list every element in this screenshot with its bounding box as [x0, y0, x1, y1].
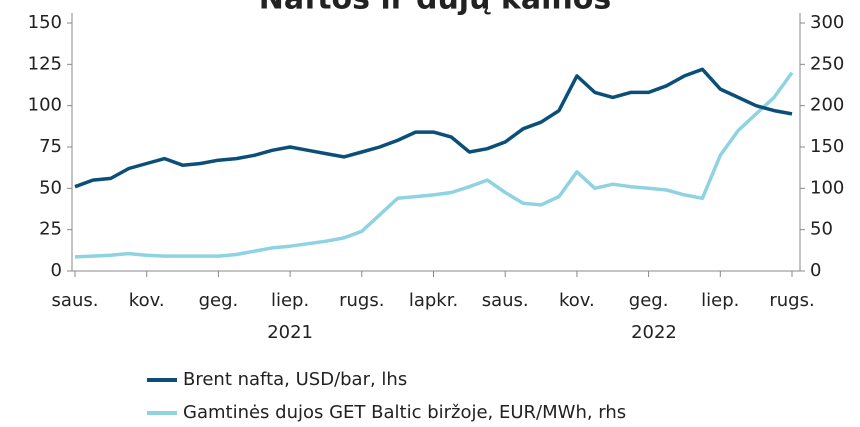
y-tick-label: 50: [39, 177, 62, 198]
y-tick-label: 0: [51, 260, 62, 281]
chart-title: Naftos ir dujų kainos: [259, 0, 611, 17]
year-label: 2022: [631, 322, 677, 343]
y-tick-label: 100: [28, 95, 62, 116]
y2-tick-label: 300: [810, 12, 844, 33]
y2-tick-label: 50: [810, 219, 833, 240]
x-tick-label: kov.: [559, 290, 595, 311]
y2-tick-label: 100: [810, 177, 844, 198]
x-tick-label: saus.: [482, 290, 529, 311]
x-tick-label: lapkr.: [409, 290, 458, 311]
series-line: [74, 67, 793, 189]
y2-tick-label: 250: [810, 53, 844, 74]
x-tick-label: saus.: [52, 290, 99, 311]
legend-label: Brent nafta, USD/bar, lhs: [183, 369, 407, 390]
x-tick-label: geg.: [629, 290, 669, 311]
legend-label: Gamtinės dujos GET Baltic biržoje, EUR/M…: [183, 402, 626, 423]
year-label: 2021: [267, 322, 313, 343]
x-tick-label: rugs.: [769, 290, 814, 311]
x-tick-label: kov.: [129, 290, 165, 311]
x-tick-label: liep.: [271, 290, 309, 311]
series-line: [74, 71, 794, 259]
y-tick-label: 125: [28, 53, 62, 74]
x-tick-label: liep.: [701, 290, 739, 311]
y2-tick-label: 200: [810, 95, 844, 116]
y-tick-label: 25: [39, 219, 62, 240]
y2-tick-label: 0: [810, 260, 821, 281]
y2-tick-label: 150: [810, 136, 844, 157]
y-tick-label: 75: [39, 136, 62, 157]
y-tick-label: 150: [28, 12, 62, 33]
x-tick-label: rugs.: [339, 290, 384, 311]
x-tick-label: geg.: [199, 290, 239, 311]
